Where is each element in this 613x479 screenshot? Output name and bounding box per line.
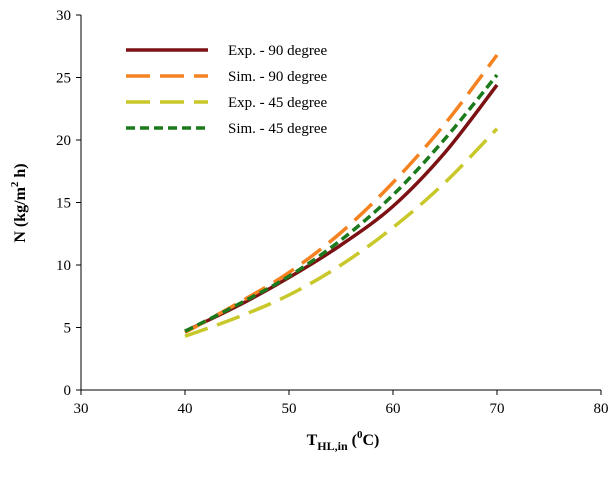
y-tick-label: 20 bbox=[56, 133, 71, 149]
legend-label-4: Sim. - 45 degree bbox=[228, 121, 327, 137]
x-tick-label: 60 bbox=[386, 401, 401, 417]
x-tick-label: 30 bbox=[74, 401, 89, 417]
series-line-2 bbox=[184, 53, 499, 335]
x-axis-title: THL,in (0C) bbox=[307, 429, 380, 453]
legend-label-1: Exp. - 90 degree bbox=[228, 43, 327, 59]
plot-area: 30 40 50 60 70 80 0 5 10 15 20 25 30 bbox=[56, 8, 609, 417]
x-tick-label: 80 bbox=[594, 401, 609, 417]
series-lines bbox=[184, 53, 499, 338]
y-tick-label: 15 bbox=[56, 196, 71, 212]
y-axis-ticks: 0 5 10 15 20 25 30 bbox=[56, 8, 81, 399]
y-tick-label: 30 bbox=[56, 8, 71, 24]
x-tick-label: 50 bbox=[282, 401, 297, 417]
legend: Exp. - 90 degree Sim. - 90 degree Exp. - 4… bbox=[126, 43, 327, 137]
y-tick-label: 0 bbox=[64, 383, 72, 399]
legend-label-2: Sim. - 90 degree bbox=[228, 69, 327, 85]
series-line-3 bbox=[184, 127, 499, 338]
x-tick-label: 70 bbox=[490, 401, 505, 417]
y-tick-label: 10 bbox=[56, 258, 71, 274]
x-axis-ticks: 30 40 50 60 70 80 bbox=[74, 390, 609, 417]
x-tick-label: 40 bbox=[178, 401, 193, 417]
y-tick-label: 5 bbox=[64, 321, 72, 337]
legend-label-3: Exp. - 45 degree bbox=[228, 95, 327, 111]
y-axis-title: N (kg/m2 h) bbox=[9, 163, 29, 242]
series-line-4 bbox=[184, 73, 499, 333]
y-tick-label: 25 bbox=[56, 71, 71, 87]
